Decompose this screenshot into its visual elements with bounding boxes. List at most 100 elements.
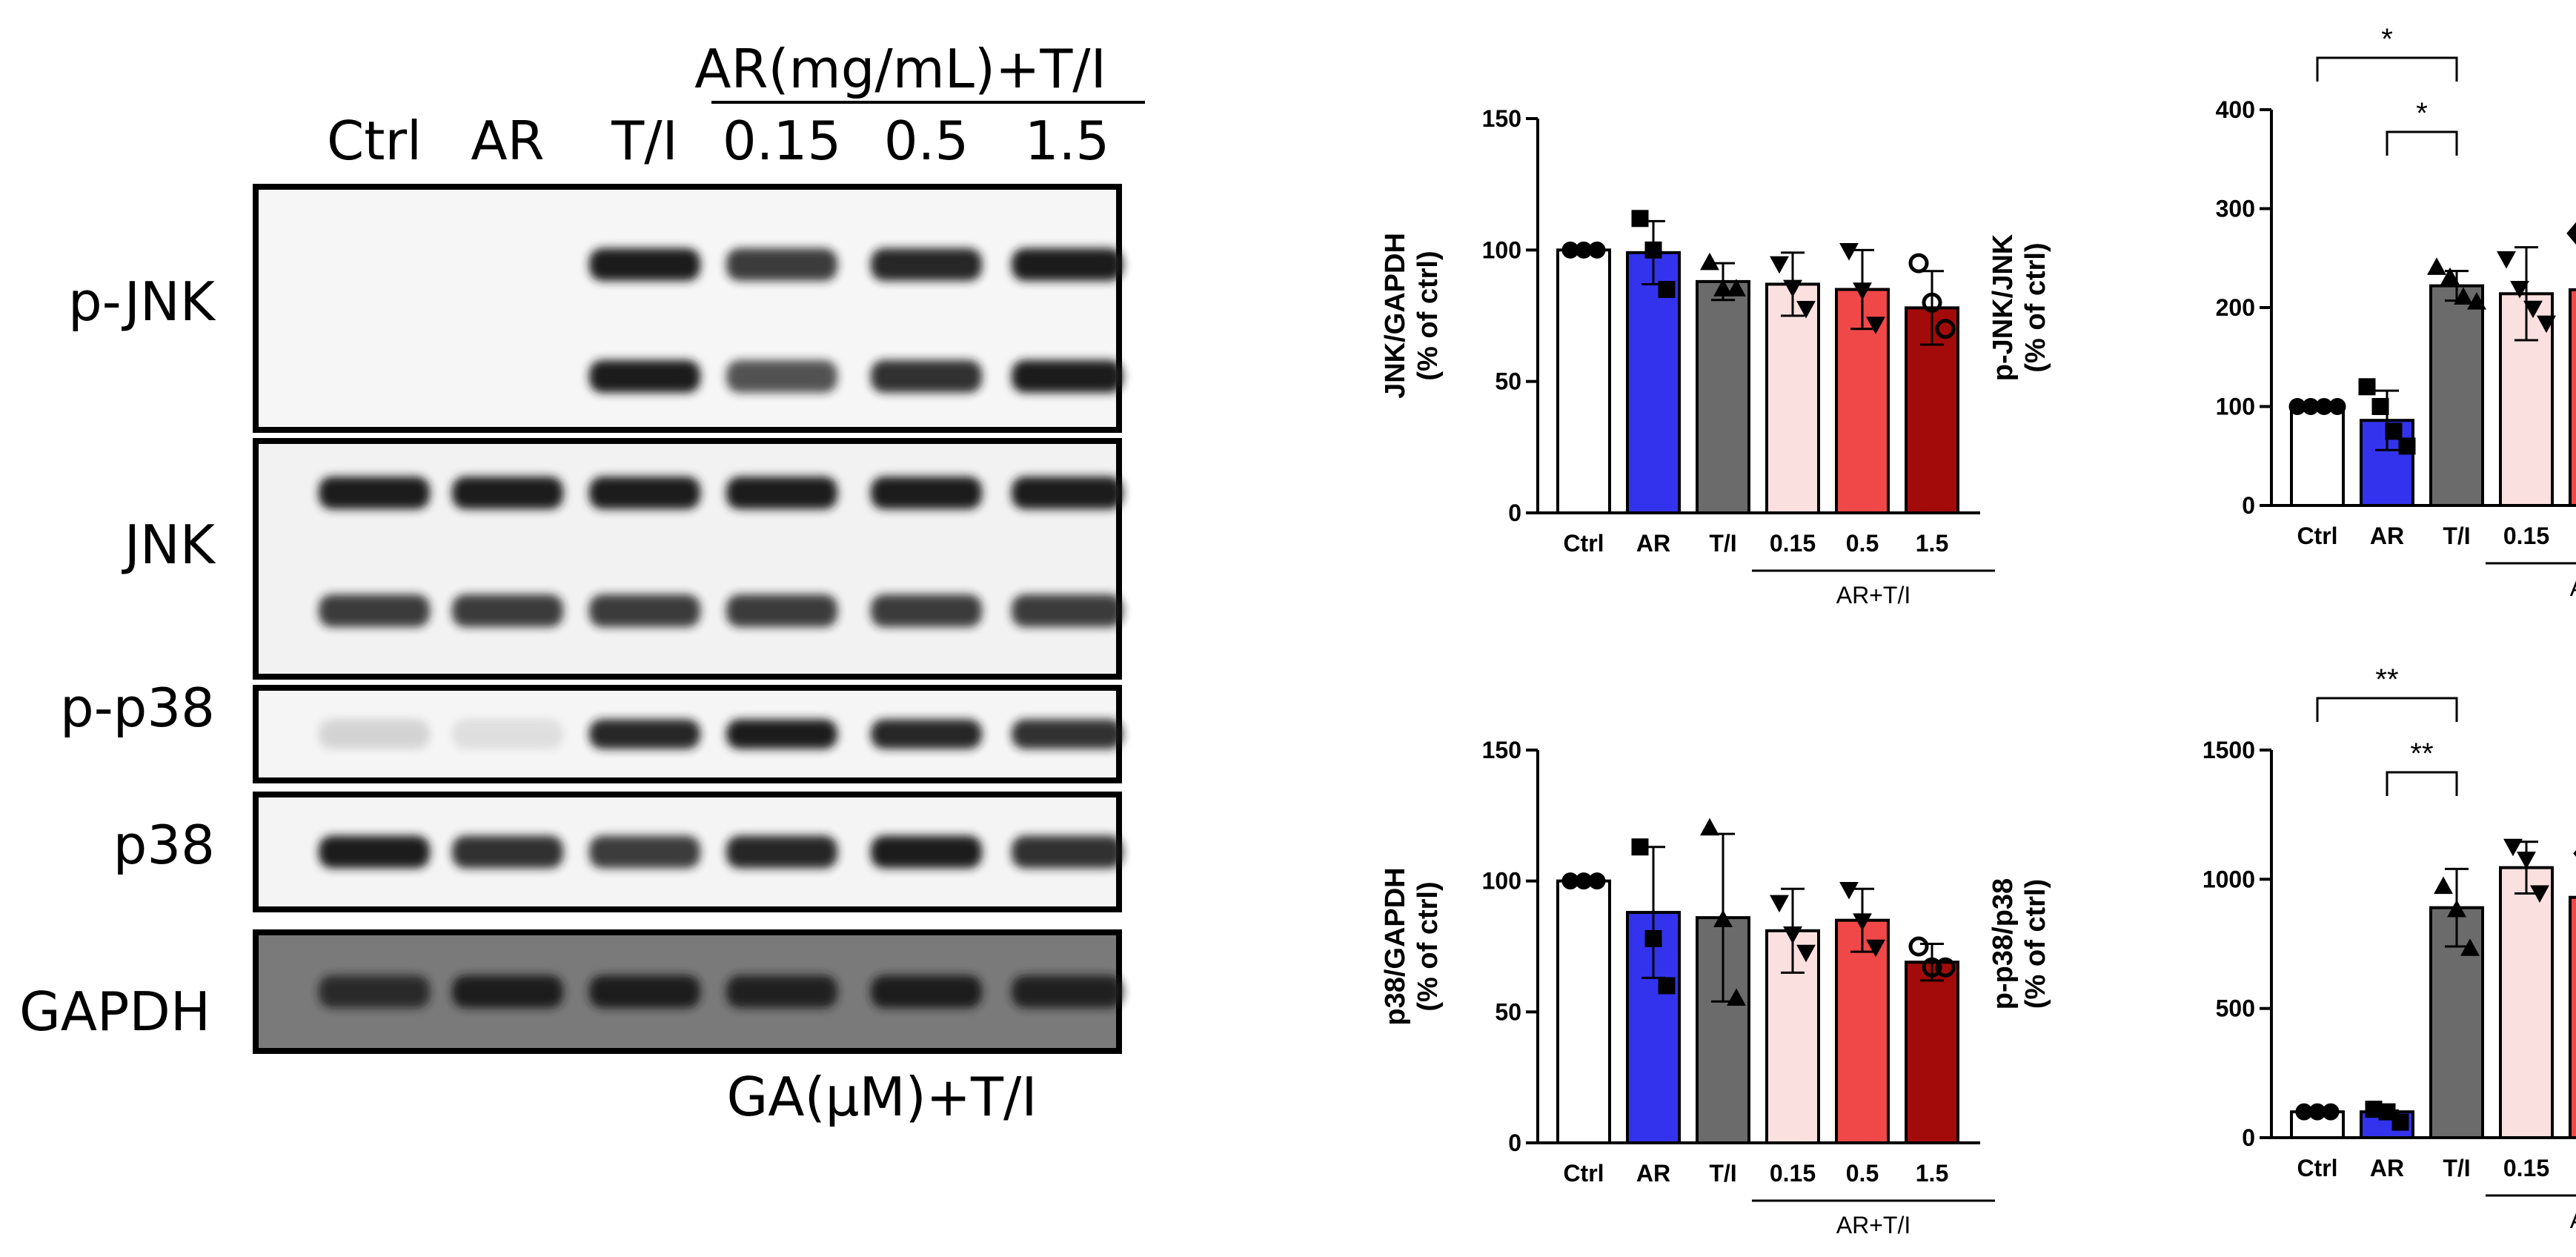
x-tick-label: T/I xyxy=(2443,1155,2470,1181)
y-tick-label: 1500 xyxy=(2202,737,2255,763)
bar xyxy=(2569,895,2576,1139)
x-tick-label: T/I xyxy=(1709,530,1736,557)
y-tick-label: 400 xyxy=(2216,96,2255,123)
blot-lane-label: T/I xyxy=(611,110,677,172)
bar xyxy=(1835,918,1890,1144)
data-point xyxy=(2391,1113,2409,1131)
data-point xyxy=(1908,253,1929,273)
x-tick-label: AR xyxy=(1636,530,1670,557)
y-axis-label: p38/GAPDH(% of ctrl) xyxy=(1380,867,1444,1025)
y-tick-label: 0 xyxy=(1508,500,1521,526)
data-point xyxy=(2454,287,2473,305)
data-point xyxy=(2566,222,2576,245)
data-point xyxy=(1727,988,1746,1006)
y-tick-label: 150 xyxy=(1482,105,1521,132)
data-point xyxy=(1839,243,1859,261)
chart-pp38-p38: 0 500 1000 1500 p-p38/p38(% of ctrl) Ctrl AR T/… xyxy=(1988,663,2576,1233)
western-blot-panel: AR(mg/mL)+T/I Ctrl AR T/I 0.15 0.5 1.5 p-JNK J… xyxy=(19,38,1145,1128)
data-point xyxy=(2537,315,2556,334)
y-axis-label: p-JNK/JNK(% of ctrl) xyxy=(1988,233,2051,381)
y-tick-label: 100 xyxy=(2216,394,2255,420)
data-point xyxy=(2440,267,2460,285)
x-tick-label: 1.5 xyxy=(1916,1160,1948,1187)
data-point xyxy=(1783,279,1802,298)
data-point xyxy=(1658,281,1676,299)
data-point xyxy=(1713,909,1733,927)
data-point xyxy=(2358,378,2376,396)
data-point xyxy=(1644,241,1662,259)
data-point xyxy=(2328,398,2346,415)
data-point xyxy=(1631,210,1649,228)
group-label: AR+T/I xyxy=(1836,582,1911,608)
data-point xyxy=(2503,838,2523,857)
data-point xyxy=(1770,895,1789,913)
data-point xyxy=(1644,929,1662,947)
data-point xyxy=(2385,422,2403,440)
data-point xyxy=(2398,437,2416,455)
data-point xyxy=(2322,1103,2340,1121)
chart-pjnk-jnk: 0 100 200 300 400 p-JNK/JNK(% of ctrl) Ctrl AR T… xyxy=(1988,23,2576,601)
data-point xyxy=(2427,257,2446,275)
data-point xyxy=(1713,279,1733,296)
y-tick-label: 50 xyxy=(1495,368,1521,395)
bar xyxy=(2429,284,2484,507)
bar xyxy=(1765,282,1820,514)
data-point xyxy=(2510,281,2529,299)
x-tick-label: 0.15 xyxy=(1770,1160,1816,1187)
significance-bracket xyxy=(2386,771,2458,796)
bar xyxy=(1556,248,1611,514)
blot-lane-labels: Ctrl AR T/I 0.15 0.5 1.5 xyxy=(327,110,1109,172)
data-point xyxy=(1866,316,1885,334)
bar xyxy=(2569,288,2576,507)
chart-jnk-gapdh: 0 50 100 150 JNK/GAPDH(% of ctrl) Ctrl AR T/I 0.… xyxy=(1380,105,1995,608)
x-tick-label: AR xyxy=(2370,1155,2404,1181)
blot-row xyxy=(253,929,1123,1054)
data-point xyxy=(1908,936,1929,957)
data-point xyxy=(1922,957,1942,978)
y-axis-label: p-p38/p38(% of ctrl) xyxy=(1988,878,2051,1009)
bar xyxy=(1696,279,1750,514)
blot-lane-label: 1.5 xyxy=(1025,110,1110,172)
y-tick-label: 500 xyxy=(2216,995,2255,1022)
x-tick-label: Ctrl xyxy=(1563,530,1604,557)
bar xyxy=(1556,879,1611,1144)
bar xyxy=(2499,866,2554,1139)
data-point xyxy=(2573,850,2576,857)
x-tick-label: Ctrl xyxy=(2297,1155,2337,1181)
data-point xyxy=(2434,876,2453,895)
x-tick-label: 0.15 xyxy=(1770,530,1816,557)
y-tick-label: 300 xyxy=(2216,196,2255,222)
y-tick-label: 100 xyxy=(1482,236,1521,263)
significance-label: ** xyxy=(2375,663,2398,696)
blot-row xyxy=(253,792,1123,912)
bar xyxy=(1905,961,1959,1144)
data-point xyxy=(1796,944,1816,963)
data-point xyxy=(2378,1103,2396,1121)
significance-label: ** xyxy=(2410,737,2433,770)
x-tick-label: AR xyxy=(1636,1160,1670,1187)
blot-row xyxy=(253,438,1123,680)
y-tick-label: 200 xyxy=(2216,294,2255,321)
data-point xyxy=(1922,292,1942,313)
y-tick-label: 1000 xyxy=(2202,866,2255,892)
data-point xyxy=(1935,957,1956,978)
blot-row-label: p38 xyxy=(113,814,215,876)
data-point xyxy=(1700,817,1719,836)
data-point xyxy=(1853,913,1872,931)
group-label: AR+T/I xyxy=(2570,574,2576,601)
x-tick-label: Ctrl xyxy=(2297,523,2337,549)
significance-bracket xyxy=(2316,697,2458,722)
x-tick-label: 0.5 xyxy=(1846,530,1879,557)
blot-row-label: p-JNK xyxy=(68,271,216,333)
significance-label: * xyxy=(2381,23,2393,56)
data-point xyxy=(1783,926,1802,944)
data-point xyxy=(2447,899,2466,918)
x-tick-label: 0.15 xyxy=(2503,1155,2549,1181)
data-point xyxy=(2467,292,2486,310)
data-point xyxy=(1588,241,1606,259)
y-axis-label: JNK/GAPDH(% of ctrl) xyxy=(1380,233,1444,399)
blot-lane-label: 0.15 xyxy=(723,110,841,172)
data-point xyxy=(1839,881,1859,900)
blot-footer: GA(μM)+T/I xyxy=(727,1066,1038,1128)
